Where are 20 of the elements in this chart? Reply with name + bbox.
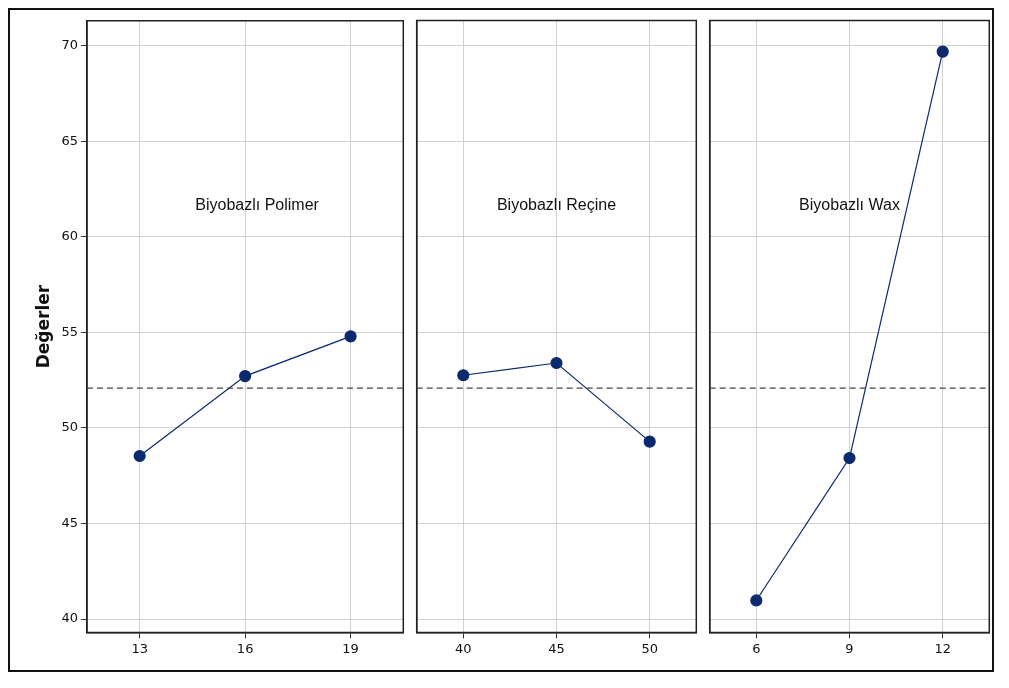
y-tick-label: 45 — [61, 514, 78, 530]
x-tick-label: 12 — [934, 640, 951, 656]
annotation: Biyobazlı Wax — [799, 196, 900, 214]
y-tick-label: 50 — [61, 419, 78, 435]
y-axis-title: Değerler — [32, 284, 53, 369]
annotation: Biyobazlı Reçine — [496, 196, 617, 214]
x-tick-label: 45 — [548, 640, 565, 656]
x-tick-label: 40 — [455, 640, 472, 656]
x-tick-label: 16 — [236, 640, 254, 656]
x-tick-label: 6 — [752, 640, 761, 656]
y-tick-label: 70 — [61, 37, 78, 53]
x-tick-label: 19 — [342, 640, 359, 656]
y-tick-label: 40 — [61, 610, 78, 626]
x-tick-label: 9 — [845, 640, 854, 656]
y-tick-label: 65 — [61, 132, 78, 148]
x-tick-label: 50 — [641, 640, 658, 656]
x-tick-label: 13 — [131, 640, 148, 656]
y-tick-label: 55 — [61, 323, 78, 339]
y-tick-label: 60 — [61, 228, 78, 244]
annotation: Biyobazlı Polimer — [195, 196, 320, 214]
